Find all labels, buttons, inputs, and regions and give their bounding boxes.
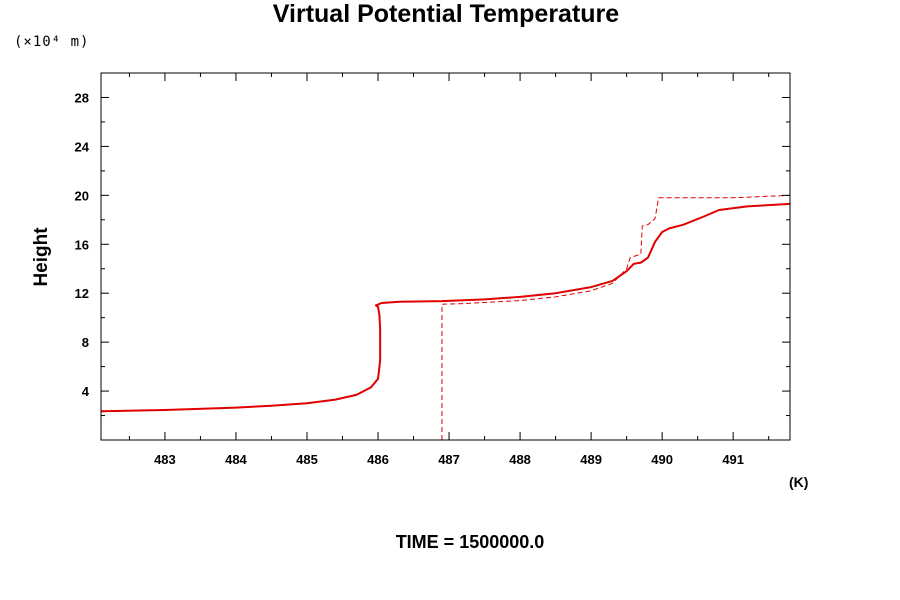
dashed-series-line <box>441 194 790 440</box>
x-units-label: (K) <box>789 474 809 490</box>
x-tick-label: 491 <box>722 452 744 467</box>
y-tick-label: 16 <box>75 237 89 252</box>
x-tick-label: 489 <box>580 452 602 467</box>
x-tick-label: 488 <box>509 452 531 467</box>
solid-series-line <box>101 202 790 413</box>
x-tick-label: 485 <box>296 452 318 467</box>
y-tick-label: 20 <box>75 188 89 203</box>
chart-title: Virtual Potential Temperature <box>272 0 620 28</box>
x-tick-label: 483 <box>154 452 176 467</box>
y-units-label: (×10⁴ m) <box>14 34 90 50</box>
x-tick-label: 487 <box>438 452 460 467</box>
x-tick-label: 490 <box>651 452 673 467</box>
x-tick-label: 484 <box>225 452 247 467</box>
y-tick-label: 8 <box>82 335 89 350</box>
x-tick-label: 486 <box>367 452 389 467</box>
y-tick-label: 4 <box>82 384 90 399</box>
time-caption: TIME = 1500000.0 <box>395 532 545 552</box>
y-tick-label: 24 <box>75 139 90 154</box>
plot-frame <box>100 72 791 441</box>
y-tick-label: 28 <box>75 90 89 105</box>
y-tick-label: 12 <box>75 286 89 301</box>
